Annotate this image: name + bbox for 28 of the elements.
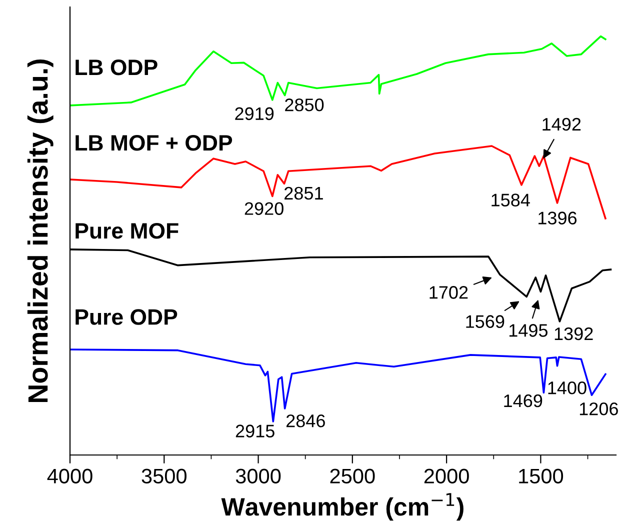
annotation: 2850: [285, 98, 324, 112]
annotation: 2851: [284, 186, 323, 200]
x-tick-label: 3500: [142, 468, 186, 484]
y-axis-title: Normalized intensity (a.u.): [27, 60, 54, 402]
annotation: 2846: [286, 414, 325, 428]
x-axis-title: Wavenumber (cm$^{−1}$): [221, 493, 464, 521]
x-tick-label: 1500: [519, 468, 564, 484]
x-tick-label: 4000: [47, 468, 92, 484]
annotation: 1702: [430, 286, 468, 299]
annotation: 2920: [244, 202, 284, 215]
annotation: 1392: [554, 327, 593, 340]
annotation: 1569: [466, 315, 504, 328]
series-label: Pure ODP: [76, 309, 178, 325]
annotation: 2919: [235, 107, 274, 120]
annotation: 1495: [509, 324, 548, 337]
annotation: 1492: [542, 118, 581, 131]
x-tick-label: 2500: [330, 468, 375, 484]
annotation: 1400: [548, 381, 586, 394]
series-label: Pure MOF: [76, 222, 178, 239]
annotation: 1469: [504, 394, 542, 408]
annotation: 2915: [236, 424, 274, 438]
x-tick-label: 3000: [236, 468, 281, 484]
annotation: 1206: [580, 402, 618, 416]
x-tick-label: 2000: [424, 468, 469, 484]
annotation: 1584: [492, 194, 530, 206]
series-label: LB ODP: [76, 60, 158, 76]
annotation: 1396: [538, 212, 577, 224]
series-label: LB MOF + ODP: [76, 135, 232, 151]
